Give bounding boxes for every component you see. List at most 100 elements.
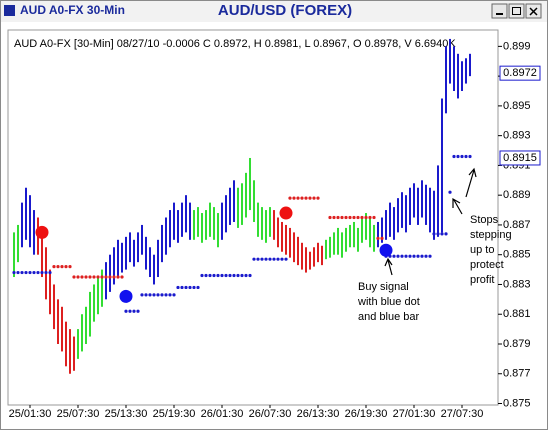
annotation: stepping	[470, 229, 512, 241]
stop-dot	[124, 309, 128, 313]
x-tick-label: 25/01:30	[9, 408, 52, 420]
y-tick-label: 0.885	[503, 249, 531, 261]
last-price-box-label: 0.8972	[503, 67, 537, 79]
x-tick-label: 26/07:30	[249, 408, 292, 420]
stop-dot	[112, 275, 116, 279]
x-tick-label: 27/01:30	[393, 408, 436, 420]
stop-dot	[40, 270, 44, 275]
stop-dot	[452, 154, 456, 159]
stop-dot	[44, 270, 48, 275]
stop-dot	[460, 154, 464, 159]
stop-dot	[268, 257, 272, 261]
stop-dot	[84, 275, 88, 279]
stop-dot	[144, 293, 148, 297]
stop-dot	[464, 154, 468, 159]
y-tick-label: 0.899	[503, 40, 531, 52]
stop-dot	[424, 254, 428, 258]
stop-dot	[284, 257, 288, 261]
stop-dot	[32, 270, 36, 275]
stop-dot	[220, 273, 224, 278]
stop-dot	[256, 257, 260, 261]
stop-dot	[432, 232, 436, 236]
app-icon	[4, 5, 15, 16]
stop-dot	[428, 254, 432, 258]
x-tick-label: 27/07:30	[441, 408, 484, 420]
x-tick-label: 25/19:30	[153, 408, 196, 420]
stop-dot	[376, 236, 380, 240]
stop-dot	[36, 270, 40, 275]
stop-dot	[336, 215, 340, 220]
signal-dot	[279, 206, 293, 220]
stop-dot	[444, 232, 448, 236]
stop-dot	[248, 273, 252, 278]
stop-dot	[412, 254, 416, 258]
stop-dot	[372, 215, 376, 220]
stop-dot	[28, 270, 32, 275]
stop-dot	[192, 285, 196, 290]
annotation: with blue dot	[357, 296, 420, 308]
x-tick-label: 26/13:30	[297, 408, 340, 420]
stop-dot	[168, 293, 172, 297]
stop-dot	[300, 196, 304, 200]
y-tick-label: 0.889	[503, 189, 531, 201]
stop-dot	[304, 196, 308, 200]
stop-price-box	[499, 150, 541, 166]
stop-dot	[204, 273, 208, 278]
stop-dot	[312, 196, 316, 200]
stop-dot	[140, 293, 144, 297]
minimize-button[interactable]	[491, 3, 508, 19]
x-tick-label: 26/01:30	[201, 408, 244, 420]
stop-dot	[356, 215, 360, 220]
stop-dot	[92, 275, 96, 279]
stop-dot	[264, 257, 268, 261]
stop-dot	[104, 275, 108, 279]
stop-dot	[12, 270, 16, 275]
stop-dot	[108, 275, 112, 279]
window-title: AUD A0-FX 30-Min	[20, 3, 125, 17]
maximize-button[interactable]	[508, 3, 525, 19]
stop-dot	[240, 273, 244, 278]
stop-dot	[404, 254, 408, 258]
stop-dot	[100, 275, 104, 279]
stop-dot	[364, 215, 368, 220]
stop-dot	[436, 232, 440, 236]
stop-dot	[132, 309, 136, 313]
stop-dot	[280, 257, 284, 261]
stop-dot	[416, 254, 420, 258]
stop-dot	[24, 270, 28, 275]
stop-dot	[392, 254, 396, 258]
stop-dot	[200, 273, 204, 278]
stop-dot	[420, 254, 424, 258]
stop-dot	[80, 275, 84, 279]
y-tick-label: 0.887	[503, 219, 531, 231]
stop-dot	[196, 285, 200, 290]
stop-price-box-label: 0.8915	[503, 152, 537, 164]
signal-dot	[379, 243, 393, 257]
stop-dot	[368, 215, 372, 220]
stop-dot	[128, 309, 132, 313]
last-price-box	[499, 65, 541, 81]
stop-dot	[332, 215, 336, 220]
x-tick-label: 25/13:30	[105, 408, 148, 420]
window-buttons[interactable]	[491, 3, 542, 19]
stop-dot	[360, 215, 364, 220]
annotation-arrows	[384, 167, 477, 276]
stop-dot	[340, 215, 344, 220]
stop-dot	[76, 275, 80, 279]
stop-dot	[16, 270, 20, 275]
y-tick-label: 0.879	[503, 338, 531, 350]
stop-dot	[184, 285, 188, 290]
x-tick-label: 25/07:30	[57, 408, 100, 420]
stop-dot	[188, 285, 192, 290]
title-bar	[1, 1, 547, 22]
stop-dot	[164, 293, 168, 297]
stop-dot	[244, 273, 248, 278]
stop-dot	[380, 236, 384, 240]
stop-dot	[172, 293, 176, 297]
close-icon	[529, 7, 538, 16]
y-tick-label: 0.877	[503, 368, 531, 380]
stop-dot	[236, 273, 240, 278]
stop-dot	[176, 285, 180, 290]
stop-dot	[408, 254, 412, 258]
